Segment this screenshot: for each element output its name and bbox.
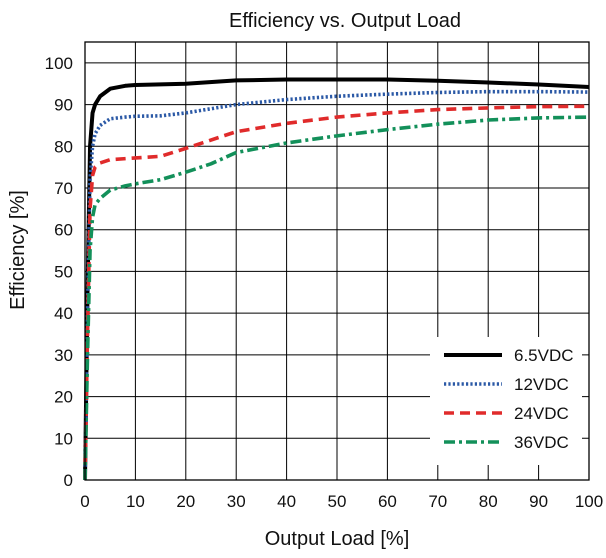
x-tick-30: 30 (227, 492, 246, 511)
y-tick-80: 80 (54, 137, 73, 156)
x-tick-0: 0 (80, 492, 89, 511)
y-tick-40: 40 (54, 304, 73, 323)
y-tick-0: 0 (64, 471, 73, 490)
x-tick-50: 50 (328, 492, 347, 511)
x-tick-60: 60 (378, 492, 397, 511)
y-tick-10: 10 (54, 429, 73, 448)
y-tick-70: 70 (54, 179, 73, 198)
legend-box (430, 337, 582, 465)
legend-label-24vdc: 24VDC (514, 404, 569, 423)
legend-label-6.5vdc: 6.5VDC (514, 346, 574, 365)
y-tick-20: 20 (54, 388, 73, 407)
y-tick-100: 100 (45, 54, 73, 73)
x-tick-70: 70 (428, 492, 447, 511)
x-tick-90: 90 (529, 492, 548, 511)
legend-label-12vdc: 12VDC (514, 375, 569, 394)
plot-frame (84, 41, 590, 481)
chart-title: Efficiency vs. Output Load (229, 10, 461, 32)
series-line-12vdc (83, 89, 590, 481)
x-tick-80: 80 (479, 492, 498, 511)
x-axis-label: Output Load [%] (265, 528, 410, 550)
grid (85, 42, 589, 480)
series-layer (83, 77, 590, 481)
y-tick-labels: 0 10 20 30 40 50 60 70 80 90 100 (45, 54, 73, 490)
series-line-6.5vdc (83, 77, 590, 481)
legend-label-36vdc: 36VDC (514, 433, 569, 452)
legend: 6.5VDC 12VDC 24VDC 36VDC (430, 337, 582, 465)
x-tick-100: 100 (575, 492, 603, 511)
x-tick-10: 10 (126, 492, 145, 511)
x-tick-20: 20 (176, 492, 195, 511)
x-tick-40: 40 (277, 492, 296, 511)
y-tick-60: 60 (54, 221, 73, 240)
y-axis-label: Efficiency [%] (7, 190, 29, 310)
x-tick-labels: 0 10 20 30 40 50 60 70 80 90 100 (80, 492, 603, 511)
series-line-36vdc (83, 115, 590, 481)
y-tick-50: 50 (54, 262, 73, 281)
y-tick-90: 90 (54, 96, 73, 115)
y-tick-30: 30 (54, 346, 73, 365)
